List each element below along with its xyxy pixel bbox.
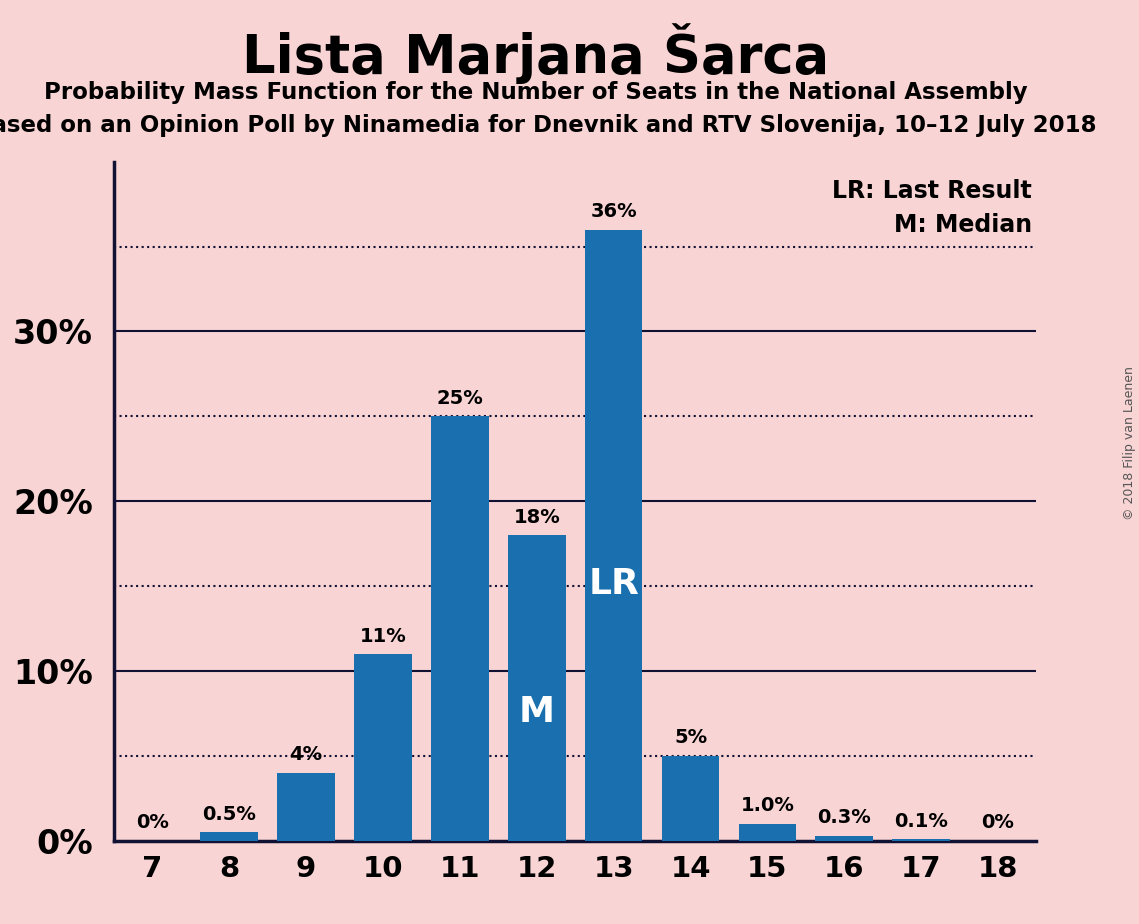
Text: M: Median: M: Median xyxy=(894,213,1032,237)
Text: 18%: 18% xyxy=(514,507,560,527)
Bar xyxy=(584,230,642,841)
Bar xyxy=(508,535,566,841)
Text: 11%: 11% xyxy=(360,626,407,646)
Bar xyxy=(662,756,720,841)
Text: 25%: 25% xyxy=(436,389,483,407)
Bar xyxy=(431,417,489,841)
Text: Based on an Opinion Poll by Ninamedia for Dnevnik and RTV Slovenija, 10–12 July : Based on an Opinion Poll by Ninamedia fo… xyxy=(0,114,1097,137)
Text: 1.0%: 1.0% xyxy=(740,796,794,815)
Bar xyxy=(200,833,259,841)
Bar xyxy=(816,835,874,841)
Bar xyxy=(738,824,796,841)
Text: 0%: 0% xyxy=(136,813,169,833)
Bar xyxy=(892,839,950,841)
Text: Probability Mass Function for the Number of Seats in the National Assembly: Probability Mass Function for the Number… xyxy=(43,81,1027,104)
Text: Lista Marjana Šarca: Lista Marjana Šarca xyxy=(241,23,829,84)
Text: 0%: 0% xyxy=(982,813,1015,833)
Bar xyxy=(277,772,335,841)
Text: © 2018 Filip van Laenen: © 2018 Filip van Laenen xyxy=(1123,367,1137,520)
Text: 36%: 36% xyxy=(590,202,637,221)
Text: LR: LR xyxy=(588,567,639,602)
Text: 0.5%: 0.5% xyxy=(203,805,256,824)
Text: 5%: 5% xyxy=(674,728,707,748)
Text: 4%: 4% xyxy=(289,746,322,764)
Text: M: M xyxy=(518,696,555,729)
Bar xyxy=(354,654,412,841)
Text: 0.1%: 0.1% xyxy=(894,811,948,831)
Text: LR: Last Result: LR: Last Result xyxy=(833,178,1032,202)
Text: 0.3%: 0.3% xyxy=(818,808,871,827)
